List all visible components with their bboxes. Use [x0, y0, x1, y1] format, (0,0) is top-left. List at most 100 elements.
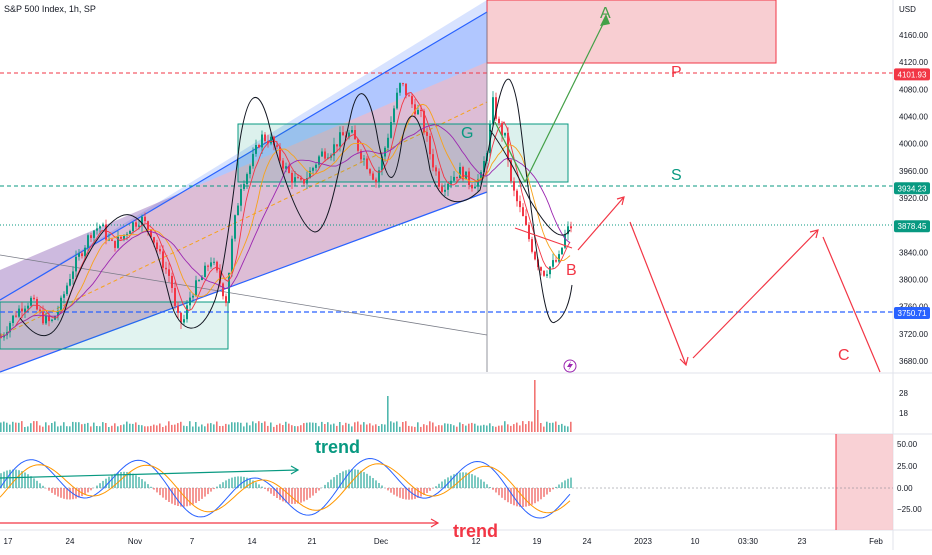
osc-hist-bar [87, 488, 89, 492]
time-tick: 12 [472, 537, 481, 546]
volume-bar [189, 421, 191, 432]
time-tick: 14 [248, 537, 257, 546]
volume-bar [90, 426, 92, 432]
volume-bar [243, 426, 245, 432]
candle-body [522, 207, 524, 216]
volume-bar [426, 425, 428, 432]
volume-bar [315, 423, 317, 432]
osc-hist-bar [294, 488, 296, 504]
volume-bar [357, 422, 359, 433]
oscillator-tick: 50.00 [897, 440, 918, 449]
volume-bar [213, 424, 215, 432]
candle-body [546, 274, 548, 276]
osc-hist-bar [147, 484, 149, 488]
label-c: C [838, 347, 850, 364]
osc-hist-bar [381, 486, 383, 489]
candle-body [261, 135, 263, 148]
osc-hist-bar [462, 472, 464, 488]
osc-hist-bar [312, 488, 314, 496]
candle-body [492, 97, 494, 124]
volume-bar [360, 425, 362, 432]
volume-bar [165, 426, 167, 432]
time-tick: Nov [128, 537, 142, 546]
volume-bar [279, 424, 281, 433]
osc-hist-bar [12, 470, 14, 489]
volume-bar [159, 424, 161, 433]
time-tick: 24 [66, 537, 75, 546]
time-tick: Dec [374, 537, 388, 546]
candle-body [204, 266, 206, 277]
volume-bar [351, 426, 353, 432]
osc-hist-bar [336, 475, 338, 488]
volume-bar [399, 427, 401, 432]
candle-body [249, 166, 251, 174]
candle-body [243, 184, 245, 189]
volume-bar [447, 424, 449, 432]
candle-body [120, 237, 122, 239]
candle-body [396, 93, 398, 109]
candle-body [51, 320, 53, 321]
volume-bar [135, 422, 137, 432]
volume-bar [183, 426, 185, 432]
osc-hist-bar [240, 477, 242, 489]
osc-hist-bar [3, 472, 5, 488]
candle-body [75, 257, 77, 272]
osc-hist-bar [51, 488, 53, 493]
candle-body [180, 313, 182, 323]
osc-hist-bar [501, 488, 503, 498]
price-badge-label: 3750.71 [898, 309, 927, 318]
osc-hist-bar [60, 488, 62, 498]
label-g: G [461, 125, 473, 142]
osc-hist-bar [102, 481, 104, 488]
volume-bar [195, 422, 197, 432]
candle-body [138, 226, 140, 227]
candle-body [405, 84, 407, 96]
candle-body [144, 217, 146, 221]
chart-title: S&P 500 Index, 1h, SP [4, 4, 96, 14]
osc-hist-bar [483, 482, 485, 488]
candle-body [351, 130, 353, 133]
candle-body [294, 177, 296, 182]
time-tick: 03:30 [738, 537, 759, 546]
candle-body [111, 240, 113, 241]
price-tick: 3960.00 [899, 167, 928, 176]
volume-bar [192, 427, 194, 433]
osc-hist-bar [570, 478, 572, 488]
volume-bar [339, 422, 341, 432]
price-badge-label: 3934.23 [898, 184, 927, 193]
volume-bar [309, 422, 311, 432]
candle-body [81, 253, 83, 256]
volume-bar [384, 425, 386, 433]
candle-body [129, 231, 131, 234]
volume-bar [504, 421, 506, 432]
volume-bar [555, 422, 557, 433]
candle-body [552, 260, 554, 267]
candle-body [411, 96, 413, 104]
volume-bar [54, 422, 56, 433]
volume-bar [366, 425, 368, 433]
volume-bar [15, 423, 17, 432]
osc-hist-bar [534, 488, 536, 503]
volume-bar [96, 426, 98, 432]
candle-body [534, 252, 536, 260]
candle-body [399, 83, 401, 93]
volume-bar [501, 425, 503, 432]
candle-body [36, 299, 38, 310]
candle-body [162, 251, 164, 267]
osc-hist-bar [390, 488, 392, 493]
volume-bar [522, 421, 524, 432]
volume-bar [120, 425, 122, 432]
volume-bar [204, 426, 206, 432]
candle-body [369, 169, 371, 173]
candle-body [312, 168, 314, 171]
volume-bar [282, 425, 284, 432]
volume-bar [474, 424, 476, 432]
time-tick: 23 [798, 537, 807, 546]
price-tick: 3840.00 [899, 248, 928, 257]
candle-body [45, 316, 47, 324]
candle-body [408, 95, 410, 96]
osc-hist-bar [111, 475, 113, 488]
volume-bar [411, 426, 413, 432]
price-tick: 3920.00 [899, 194, 928, 203]
volume-bar [489, 423, 491, 432]
